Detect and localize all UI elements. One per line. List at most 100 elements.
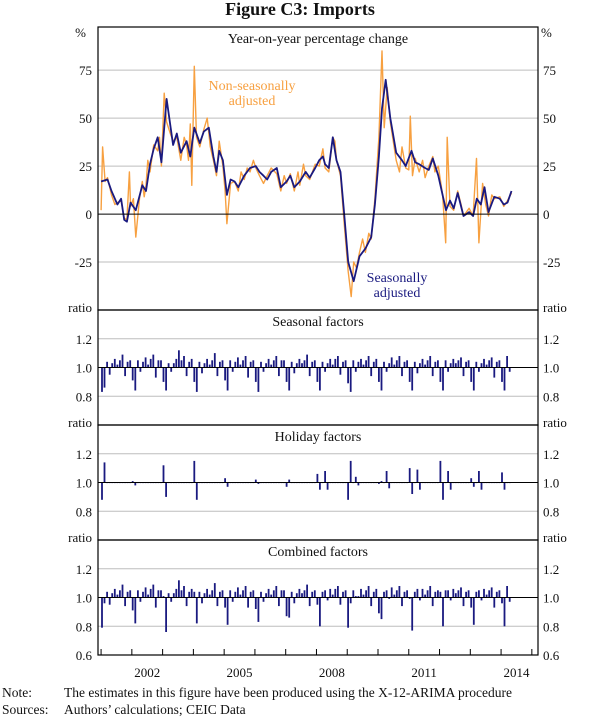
factor-bar [270, 364, 273, 368]
unit-label-right: ratio [543, 530, 567, 545]
factor-bar [485, 364, 488, 368]
factor-bar [224, 478, 226, 483]
factor-bar [357, 361, 360, 368]
series-label: Seasonally [367, 271, 428, 286]
factor-bar [142, 591, 144, 598]
factor-bar [483, 588, 485, 598]
factor-bar [354, 367, 357, 372]
factor-bar [139, 597, 142, 602]
unit-label-right: % [541, 25, 552, 40]
factor-bar [275, 586, 278, 598]
factor-bar [329, 588, 332, 598]
factor-bar [278, 367, 280, 377]
factor-bar [188, 591, 191, 598]
factor-bar [388, 363, 391, 368]
y-tick-label-right: 0.6 [543, 648, 560, 663]
factor-bar [380, 481, 383, 483]
factor-bar [411, 597, 414, 631]
factor-bar [326, 597, 329, 601]
factor-bar [306, 584, 308, 598]
factor-bar [421, 588, 424, 598]
unit-label-left: ratio [68, 530, 92, 545]
unit-label-right: ratio [543, 300, 567, 315]
factor-bar [208, 594, 211, 598]
factor-bar [231, 367, 234, 372]
factor-bar [134, 367, 137, 391]
factor-bar [137, 590, 139, 598]
factor-bar [249, 591, 252, 598]
factor-bar [193, 591, 196, 598]
factor-bar [437, 360, 439, 368]
factor-bar [270, 594, 273, 598]
factor-bar [111, 593, 114, 598]
factor-bar [506, 586, 508, 598]
factor-bar [478, 590, 480, 598]
factor-bar [201, 367, 203, 374]
factor-bar [221, 360, 224, 368]
factor-bar [219, 591, 221, 598]
panel-title: Combined factors [268, 545, 368, 560]
factor-bar [498, 590, 501, 598]
factor-bar [380, 597, 383, 620]
y-tick-label-right: 1.0 [543, 361, 559, 376]
series-line-non-seasonally-adjusted [100, 50, 513, 298]
factor-bar [226, 367, 229, 391]
factor-bar [295, 363, 298, 368]
factor-bar [252, 360, 255, 368]
factor-bar [360, 588, 362, 598]
factor-bar [301, 593, 303, 598]
factor-bar [172, 593, 175, 598]
factor-bar [226, 482, 229, 487]
factor-bar [247, 597, 249, 608]
factor-bar [457, 360, 460, 368]
factor-bar [242, 590, 244, 598]
factor-bar [424, 594, 426, 598]
factor-bar [316, 597, 319, 605]
factor-bar [272, 590, 275, 598]
factor-bar [175, 358, 178, 368]
factor-bar [421, 358, 424, 368]
y-tick-label-right: 1.2 [543, 562, 559, 577]
factor-bar [416, 367, 419, 374]
factor-bar [385, 367, 388, 372]
factor-bar [124, 367, 126, 377]
y-tick-label-right: 0.8 [543, 619, 559, 634]
factor-bar [234, 591, 237, 598]
factor-bar [349, 460, 352, 483]
factor-bar [131, 367, 134, 381]
factor-bar [439, 591, 442, 598]
y-tick-label-right: 0 [543, 207, 550, 222]
factor-bar [349, 367, 352, 392]
factor-bar [254, 367, 257, 382]
factor-bar [419, 482, 421, 490]
factor-bar [183, 586, 185, 598]
factor-bar [170, 597, 173, 602]
factor-bar [265, 363, 267, 368]
factor-bar [401, 367, 403, 377]
unit-label-left: ratio [68, 300, 92, 315]
factor-bar [313, 590, 316, 598]
panel-4: 1.2 1.2 1.0 1.0 0.8 0.8 0.6 0.6 ratio ratio Combin… [68, 530, 567, 663]
factor-bar [467, 360, 470, 368]
factor-bar [295, 593, 298, 598]
factor-bar [103, 367, 106, 388]
factor-bar [262, 597, 265, 602]
factor-bar [162, 596, 165, 598]
factor-bar [334, 358, 337, 368]
x-tick-label: 2005 [227, 665, 253, 680]
factor-bar [460, 357, 462, 368]
chart-title: Figure C3: Imports [225, 0, 375, 19]
factor-bar [231, 597, 234, 602]
factor-bar [454, 363, 457, 368]
factor-bar [237, 587, 239, 598]
factor-bar [216, 367, 219, 377]
factor-bar [383, 361, 385, 368]
x-tick-label: 2011 [411, 665, 437, 680]
y-tick-label-right: 1.2 [543, 332, 559, 347]
factor-bar [144, 357, 147, 368]
factor-bar [344, 590, 347, 598]
factor-bar [313, 360, 316, 368]
factor-bar [111, 363, 114, 368]
factor-bar [285, 597, 288, 617]
